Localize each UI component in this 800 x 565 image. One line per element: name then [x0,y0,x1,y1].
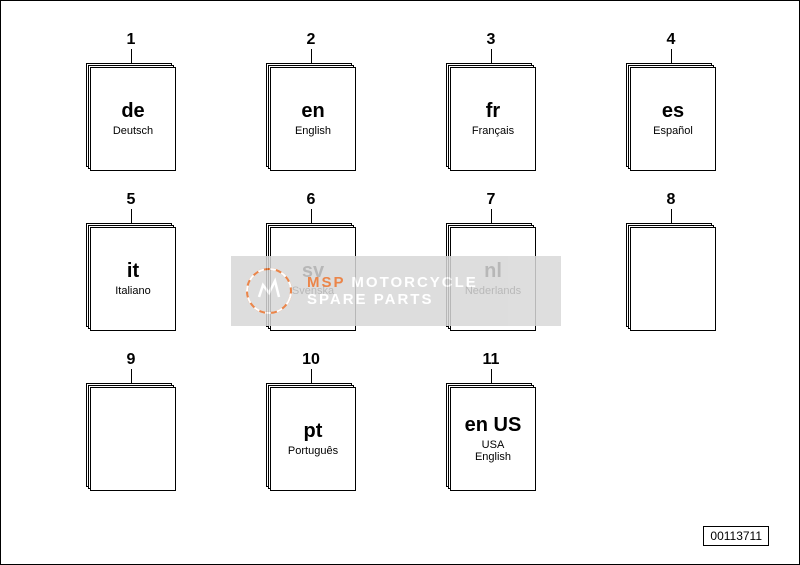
diagram-cell-2: 2 en English [221,31,401,191]
diagram-cell-5: 5 it Italiano [41,191,221,351]
connector-line [311,49,312,63]
diagram-cell-4: 4 es Español [581,31,761,191]
language-name: Deutsch [113,125,153,137]
connector-line [131,209,132,223]
book-cover: en English [270,67,356,171]
diagram-cell-10: 10 pt Português [221,351,401,511]
manual-book-icon: es Español [626,63,716,173]
book-cover: it Italiano [90,227,176,331]
manual-book-icon: it Italiano [86,223,176,333]
language-code: pt [304,421,323,441]
callout-number: 9 [127,351,136,369]
language-code: en US [465,415,522,435]
diagram-cell-1: 1 de Deutsch [41,31,221,191]
callout-number: 10 [302,351,320,369]
watermark-line1-right: MOTORCYCLE [351,274,477,291]
book-cover [630,227,716,331]
manual-book-icon: en US USA English [446,383,536,493]
book-cover: de Deutsch [90,67,176,171]
manual-book-icon [86,383,176,493]
diagram-cell-8: 8 [581,191,761,351]
part-number-box: 00113711 [703,526,769,546]
connector-line [491,369,492,383]
watermark-text: MSP MOTORCYCLE SPARE PARTS [307,274,478,309]
callout-number: 1 [127,31,136,49]
diagram-cell-9: 9 [41,351,221,511]
language-name: English [295,125,331,137]
book-cover [90,387,176,491]
language-code: es [662,101,684,121]
book-cover: en US USA English [450,387,536,491]
manual-book-icon: de Deutsch [86,63,176,173]
diagram-cell-3: 3 fr Français [401,31,581,191]
callout-number: 4 [667,31,676,49]
book-cover: fr Français [450,67,536,171]
language-name: Italiano [115,285,150,297]
connector-line [131,369,132,383]
msp-logo-icon [245,267,293,315]
connector-line [671,209,672,223]
language-name: USA English [475,439,511,463]
watermark-line1-left: MSP [307,274,345,291]
callout-number: 2 [307,31,316,49]
connector-line [311,209,312,223]
callout-number: 5 [127,191,136,209]
language-code: it [127,261,139,281]
language-name: Português [288,445,338,457]
callout-number: 6 [307,191,316,209]
language-code: en [301,101,324,121]
manual-book-icon: fr Français [446,63,536,173]
manual-book-icon: en English [266,63,356,173]
book-cover: pt Português [270,387,356,491]
language-code: de [121,101,144,121]
connector-line [131,49,132,63]
connector-line [491,49,492,63]
callout-number: 3 [487,31,496,49]
diagram-cell-11: 11 en US USA English [401,351,581,511]
callout-number: 7 [487,191,496,209]
manual-book-icon [626,223,716,333]
manual-book-icon: pt Português [266,383,356,493]
callout-number: 11 [483,351,500,369]
language-code: fr [486,101,500,121]
callout-number: 8 [667,191,676,209]
watermark: MSP MOTORCYCLE SPARE PARTS [231,256,561,326]
connector-line [491,209,492,223]
connector-line [671,49,672,63]
language-name: Español [653,125,693,137]
book-cover: es Español [630,67,716,171]
language-name: Français [472,125,514,137]
watermark-line2-right: SPARE PARTS [307,291,433,308]
connector-line [311,369,312,383]
diagram-cell-12 [581,351,761,511]
